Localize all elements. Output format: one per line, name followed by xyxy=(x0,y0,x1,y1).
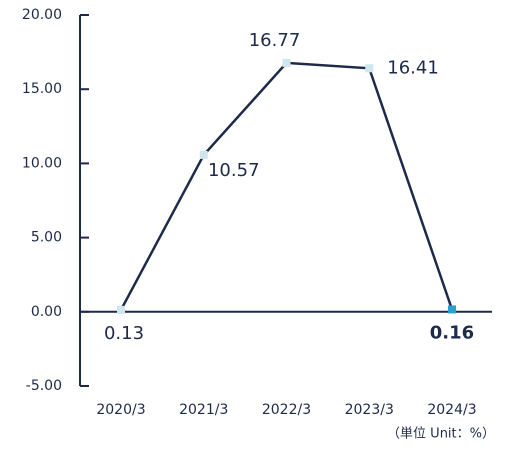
y-tick-label: 5.00 xyxy=(31,230,62,246)
value-label: 10.57 xyxy=(208,160,260,181)
point xyxy=(448,305,456,314)
value-label: 16.41 xyxy=(387,57,439,78)
point xyxy=(117,305,125,314)
data-line xyxy=(119,61,454,311)
value-label: 0.16 xyxy=(430,322,474,343)
x-tick-label: 2020/3 xyxy=(96,402,145,418)
value-label: 16.77 xyxy=(249,30,301,51)
point xyxy=(199,150,208,159)
point xyxy=(282,58,291,67)
y-tick-label: 20.00 xyxy=(22,7,62,23)
x-tick-label: 2021/3 xyxy=(179,402,228,418)
y-tick-label: 0.00 xyxy=(31,304,62,320)
y-tick-label: -5.00 xyxy=(26,378,62,394)
x-tick-label: 2024/3 xyxy=(427,402,476,418)
x-tick-label: 2023/3 xyxy=(345,402,394,418)
unit-note: （単位 Unit：%） xyxy=(387,426,495,442)
x-tick-label: 2022/3 xyxy=(262,402,311,418)
y-tick-label: 15.00 xyxy=(22,81,62,97)
value-label: 0.13 xyxy=(104,323,144,344)
y-tick-label: 10.00 xyxy=(22,155,62,171)
point xyxy=(365,64,374,73)
